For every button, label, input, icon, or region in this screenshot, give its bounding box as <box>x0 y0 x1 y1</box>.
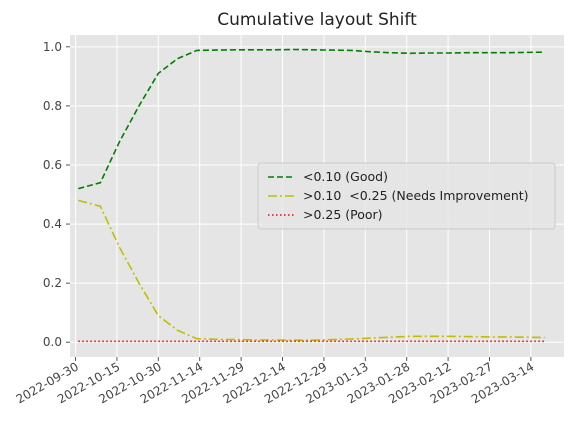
legend-box <box>257 162 556 230</box>
chart-title: Cumulative layout Shift <box>217 10 417 30</box>
legend-label: >0.10 <0.25 (Needs Improvement) <box>303 188 529 203</box>
y-tick-label: 0.4 <box>43 217 62 231</box>
y-tick-label: 0.6 <box>43 158 62 172</box>
y-axis: 0.0 0.2 0.4 0.6 0.8 1.0 <box>43 40 70 349</box>
x-axis: 2022-09-302022-10-152022-10-302022-11-14… <box>14 357 536 406</box>
series-line-1 <box>78 48 545 190</box>
y-tick-label: 0.0 <box>43 335 62 349</box>
legend-label: >0.25 (Poor) <box>303 207 383 222</box>
y-tick-label: 1.0 <box>43 40 62 54</box>
legend: <0.10 (Good) >0.10 <0.25 (Needs Improveme… <box>257 162 556 230</box>
series-layer <box>78 48 545 343</box>
legend-label: <0.10 (Good) <box>303 169 388 184</box>
y-tick-label: 0.8 <box>43 99 62 113</box>
series-line-2 <box>78 199 545 342</box>
y-tick-label: 0.2 <box>43 276 62 290</box>
